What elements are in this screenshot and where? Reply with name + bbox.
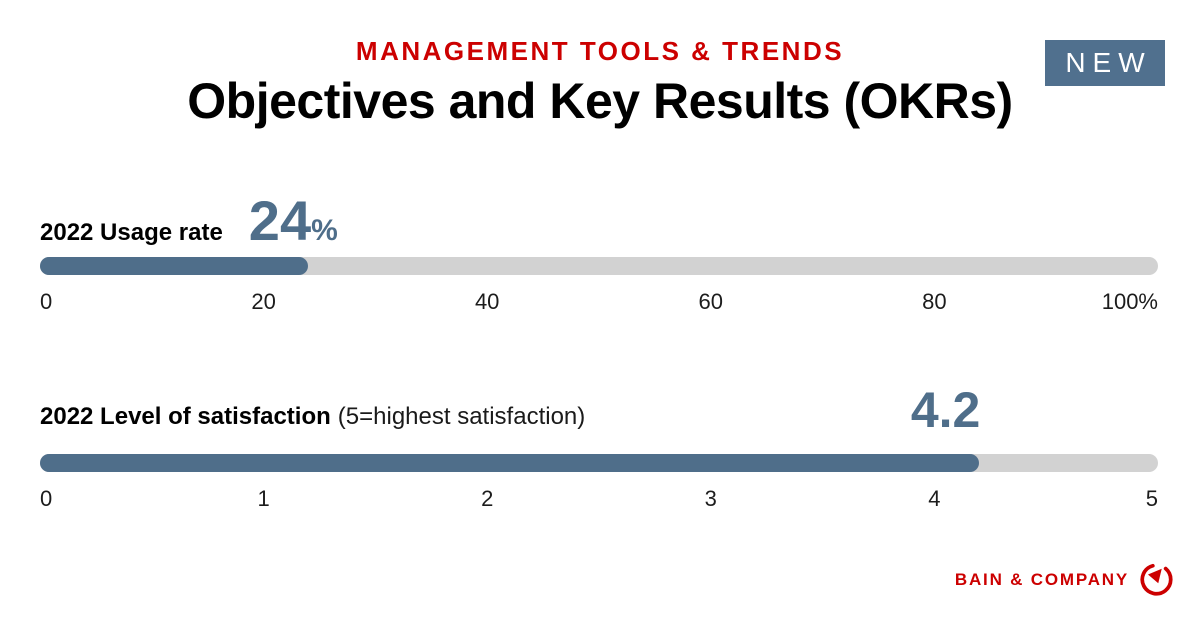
axis-tick: 4 xyxy=(928,486,941,511)
usage-rate-section: 2022 Usage rate 24% 0 20 40 60 80 100% xyxy=(40,193,1158,315)
axis-tick: 1 xyxy=(257,486,270,511)
satisfaction-bar-track xyxy=(40,454,1158,472)
axis-tick: 60 xyxy=(698,289,724,314)
usage-rate-bar-fill xyxy=(40,257,309,275)
axis-tick: 100% xyxy=(1101,289,1158,314)
axis-tick: 5 xyxy=(1145,486,1158,511)
usage-rate-axis: 0 20 40 60 80 100% xyxy=(40,289,1158,315)
page-title: Objectives and Key Results (OKRs) xyxy=(187,73,1013,129)
bain-logo-icon xyxy=(1140,563,1173,596)
usage-rate-label: 2022 Usage rate xyxy=(40,219,223,246)
axis-tick: 40 xyxy=(474,289,500,314)
satisfaction-label: 2022 Level of satisfaction (5=highest sa… xyxy=(40,403,585,431)
usage-rate-value: 24% xyxy=(249,193,338,249)
kicker-heading: MANAGEMENT TOOLS & TRENDS xyxy=(355,36,845,66)
axis-tick: 3 xyxy=(704,486,717,511)
satisfaction-label-row: 2022 Level of satisfaction (5=highest sa… xyxy=(40,383,1158,437)
satisfaction-label-main: 2022 Level of satisfaction xyxy=(40,403,331,430)
brand-wordmark: BAIN & COMPANY xyxy=(954,569,1129,589)
axis-tick: 20 xyxy=(251,289,276,314)
satisfaction-bar-fill xyxy=(40,454,980,472)
axis-tick: 0 xyxy=(40,289,53,314)
new-badge: NEW xyxy=(1045,40,1165,86)
brand-footer: BAIN & COMPANY xyxy=(955,562,1174,597)
usage-rate-label-row: 2022 Usage rate 24% xyxy=(40,193,1158,249)
satisfaction-value: 4.2 xyxy=(910,382,981,438)
axis-tick: 80 xyxy=(922,289,947,314)
axis-tick: 0 xyxy=(40,486,53,511)
usage-rate-unit: % xyxy=(311,214,338,247)
satisfaction-axis: 0 1 2 3 4 5 xyxy=(40,486,1158,512)
usage-rate-number: 24 xyxy=(248,189,312,252)
usage-rate-bar-track xyxy=(40,257,1158,275)
satisfaction-label-note: (5=highest satisfaction) xyxy=(337,403,586,430)
axis-tick: 2 xyxy=(481,486,494,511)
satisfaction-section: 2022 Level of satisfaction (5=highest sa… xyxy=(40,383,1158,512)
